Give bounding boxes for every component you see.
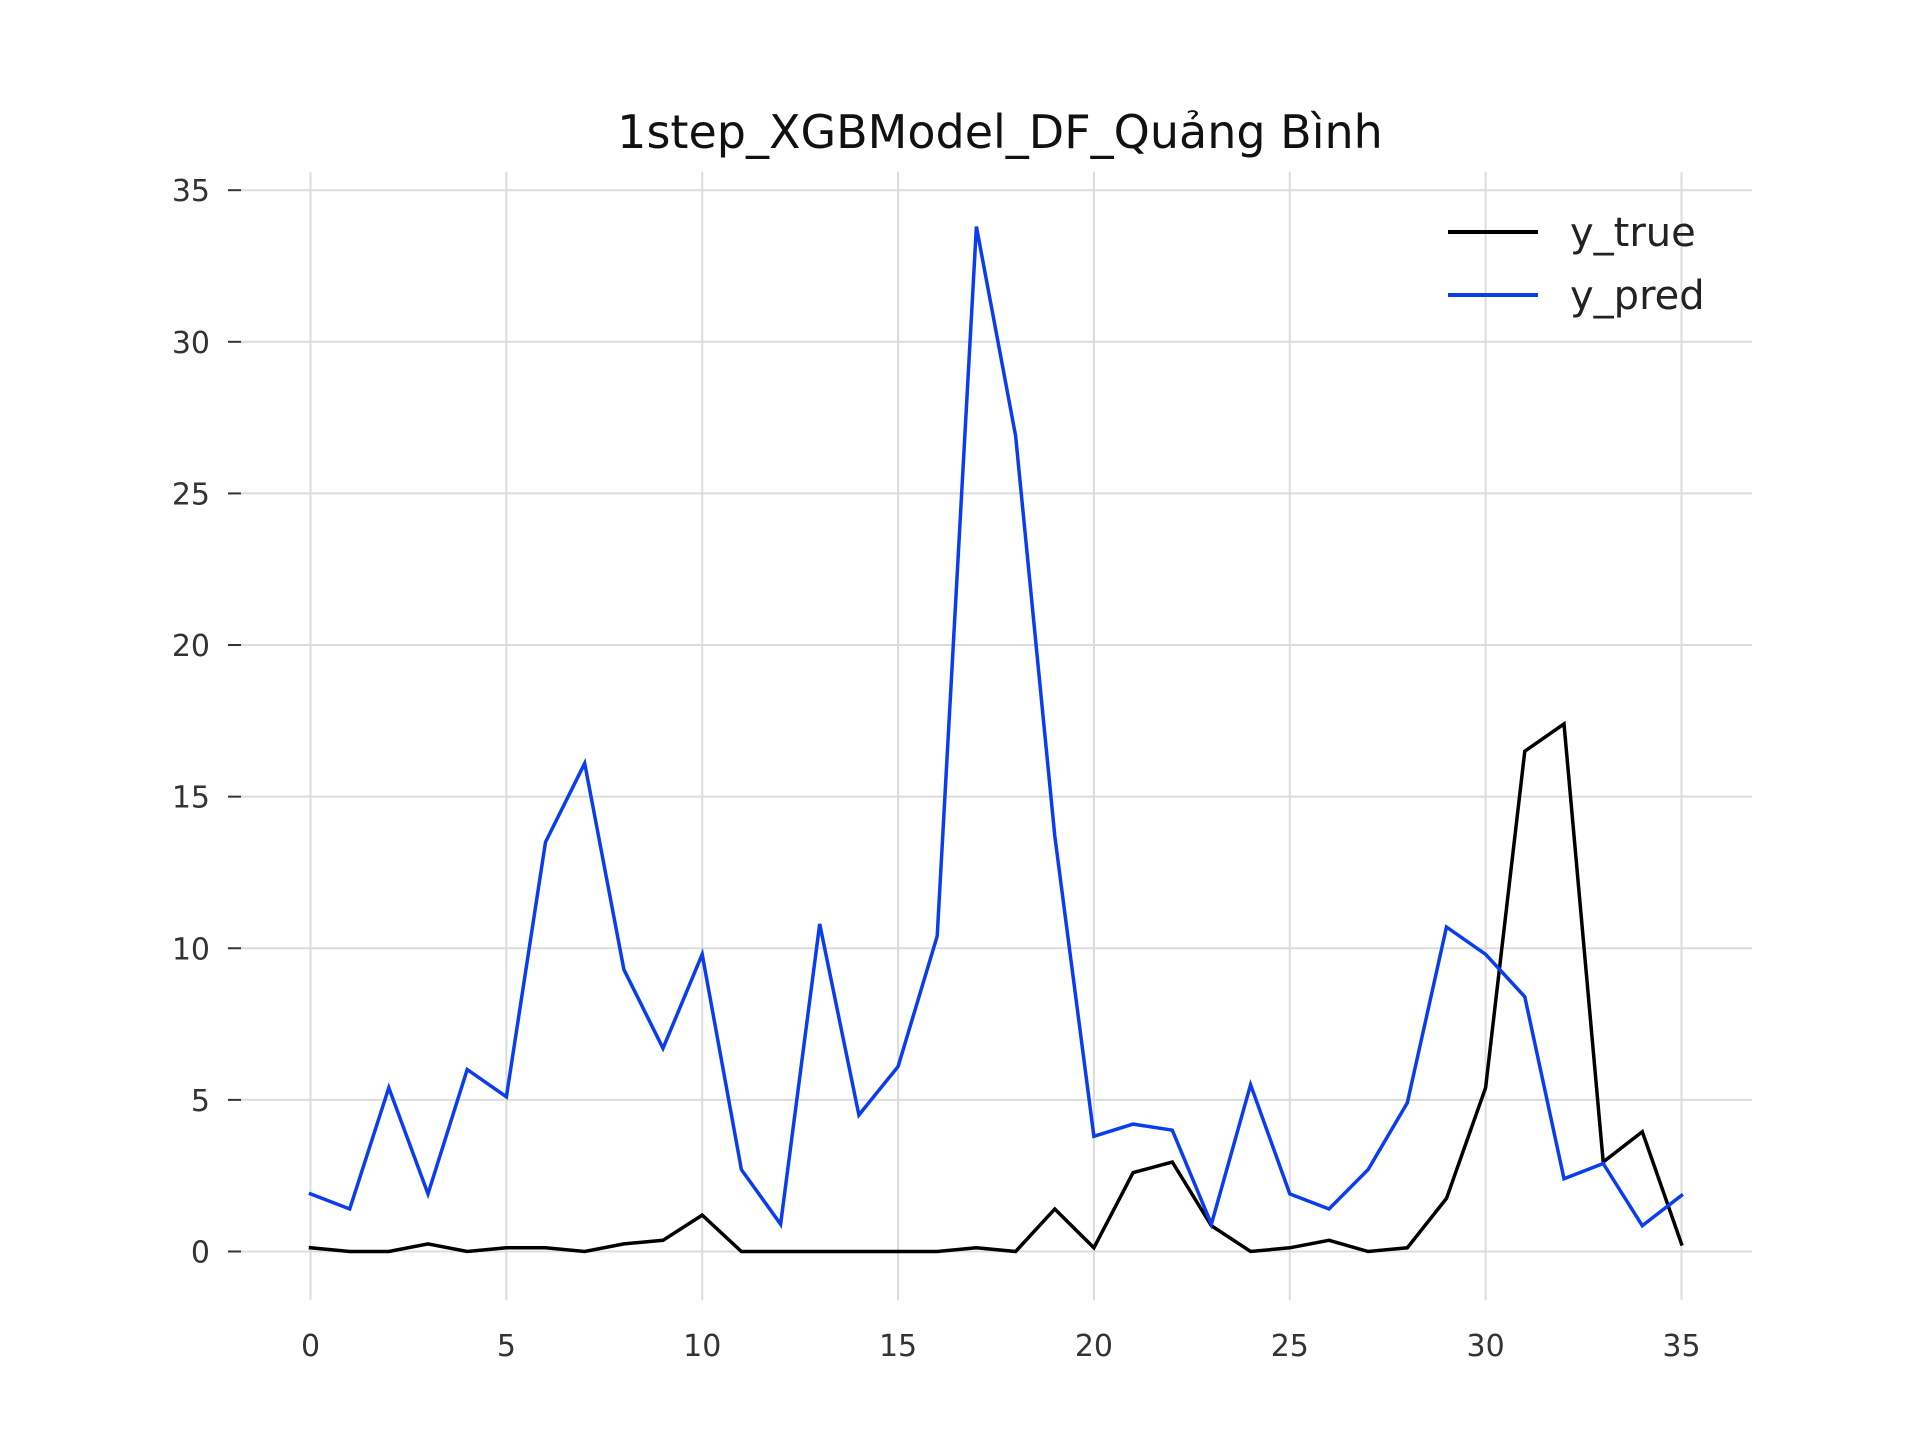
- y-tick-label: 35: [172, 174, 210, 209]
- x-tick-label: 20: [1075, 1329, 1113, 1364]
- legend: y_true y_pred: [1448, 210, 1705, 319]
- x-tick-label: 0: [301, 1329, 320, 1364]
- x-tick-label: 10: [683, 1329, 721, 1364]
- legend-label-y-pred: y_pred: [1570, 273, 1705, 319]
- y-tick-label: 5: [191, 1084, 210, 1119]
- gridlines: [240, 172, 1752, 1300]
- x-tick-label: 15: [879, 1329, 917, 1364]
- y-tick-label: 25: [172, 477, 210, 512]
- y-tick-label: 20: [172, 629, 210, 664]
- series-lines: [308, 226, 1684, 1254]
- y-tick-label: 0: [191, 1235, 210, 1270]
- y-tick-label: 30: [172, 326, 210, 361]
- series-line-y-pred: [308, 226, 1684, 1230]
- chart-title: 1step_XGBModel_DF_Quảng Bình: [617, 105, 1383, 159]
- legend-label-y-true: y_true: [1570, 210, 1696, 256]
- x-tick-label: 5: [497, 1329, 516, 1364]
- x-tick-label: 30: [1467, 1329, 1505, 1364]
- y-tick-label: 15: [172, 781, 210, 816]
- y-tick-label: 10: [172, 932, 210, 967]
- x-tick-label: 25: [1271, 1329, 1309, 1364]
- x-tick-label: 35: [1662, 1329, 1700, 1364]
- axes: 0 5 10 15 20 25 30 35 0 5 10 15 20 25 30 35: [172, 174, 1701, 1364]
- series-line-y-true: [308, 720, 1684, 1254]
